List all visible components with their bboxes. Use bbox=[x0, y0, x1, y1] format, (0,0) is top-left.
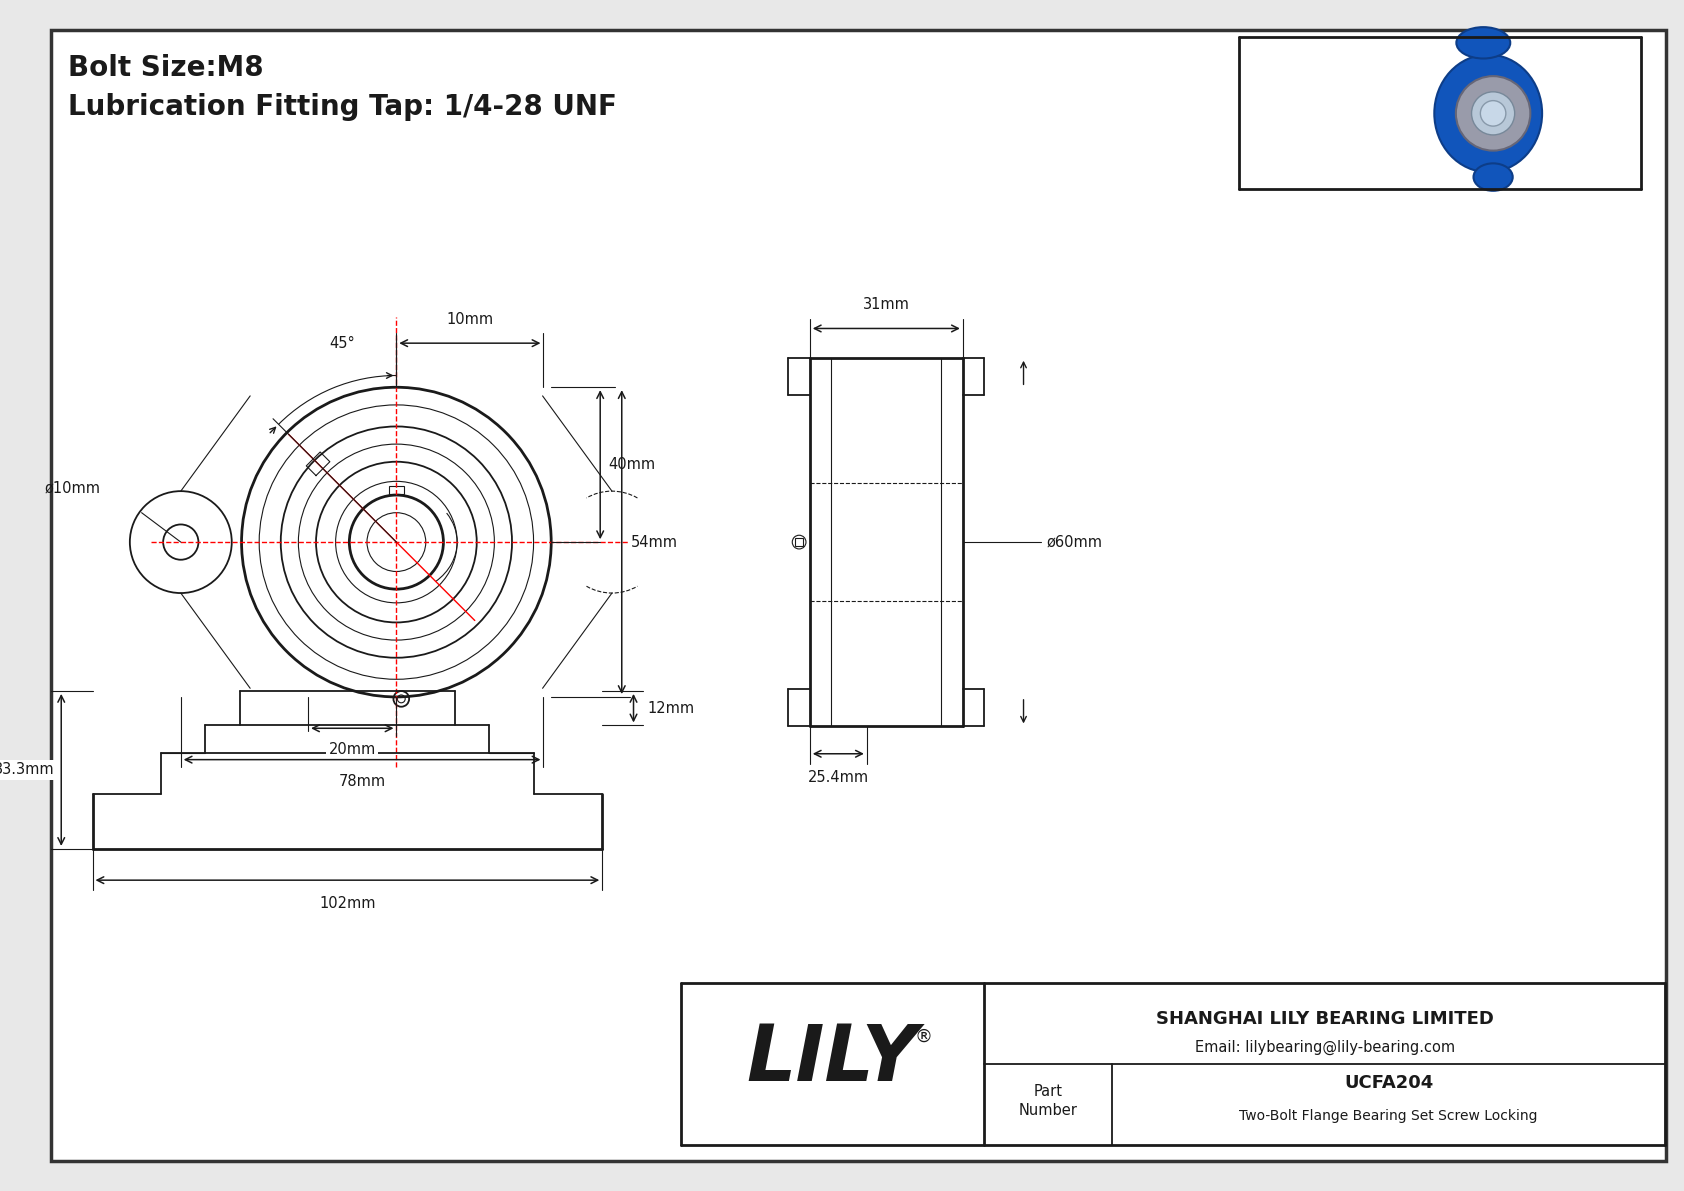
Text: UCFA204: UCFA204 bbox=[1344, 1074, 1433, 1092]
Text: 31mm: 31mm bbox=[862, 298, 909, 312]
Text: SHANGHAI LILY BEARING LIMITED: SHANGHAI LILY BEARING LIMITED bbox=[1155, 1010, 1494, 1028]
Ellipse shape bbox=[1474, 163, 1512, 191]
Text: LILY: LILY bbox=[746, 1021, 918, 1097]
Text: Two-Bolt Flange Bearing Set Screw Locking: Two-Bolt Flange Bearing Set Screw Lockin… bbox=[1239, 1109, 1537, 1123]
Text: Bolt Size:M8: Bolt Size:M8 bbox=[67, 54, 264, 82]
Ellipse shape bbox=[1435, 55, 1543, 173]
Text: ø10mm: ø10mm bbox=[45, 481, 101, 495]
Bar bbox=[795, 538, 803, 545]
Text: 25.4mm: 25.4mm bbox=[808, 769, 869, 785]
Text: 10mm: 10mm bbox=[446, 312, 493, 328]
Text: 102mm: 102mm bbox=[320, 896, 376, 911]
Text: 12mm: 12mm bbox=[647, 700, 694, 716]
Text: Lubrication Fitting Tap: 1/4-28 UNF: Lubrication Fitting Tap: 1/4-28 UNF bbox=[67, 93, 616, 121]
Text: 45°: 45° bbox=[330, 336, 355, 351]
Ellipse shape bbox=[1457, 27, 1511, 58]
Bar bbox=[389, 486, 404, 494]
Text: ®: ® bbox=[914, 1028, 933, 1046]
Text: Part
Number: Part Number bbox=[1019, 1084, 1078, 1118]
Text: 20mm: 20mm bbox=[328, 742, 376, 757]
Text: ø60mm: ø60mm bbox=[1046, 535, 1101, 549]
Text: Email: lilybearing@lily-bearing.com: Email: lilybearing@lily-bearing.com bbox=[1194, 1040, 1455, 1055]
Circle shape bbox=[1480, 100, 1505, 126]
Circle shape bbox=[1457, 76, 1531, 150]
Text: 40mm: 40mm bbox=[608, 457, 655, 472]
Text: 78mm: 78mm bbox=[338, 774, 386, 788]
Text: 54mm: 54mm bbox=[630, 535, 677, 549]
Circle shape bbox=[1472, 92, 1514, 135]
Text: 33.3mm: 33.3mm bbox=[0, 762, 54, 778]
